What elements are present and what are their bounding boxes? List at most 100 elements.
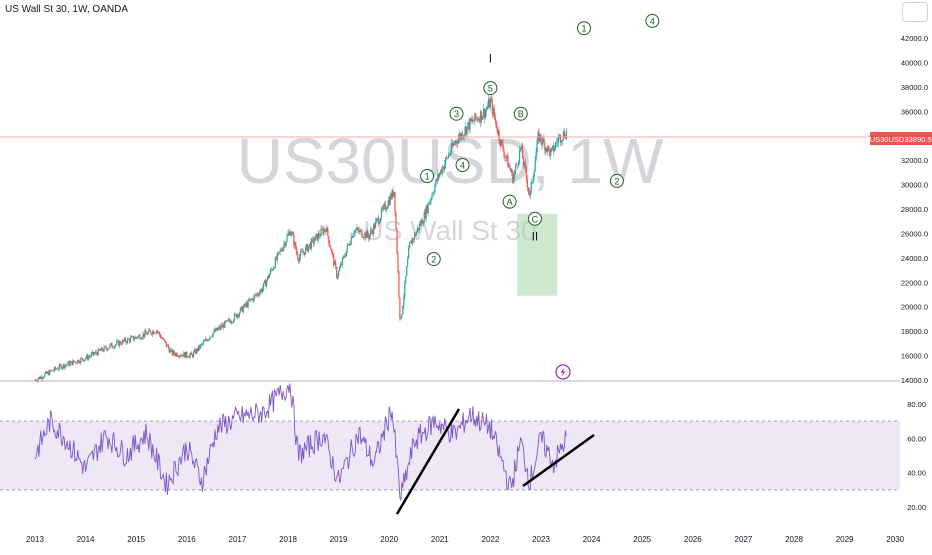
candle-body	[417, 227, 419, 230]
candle-body	[378, 221, 381, 224]
candle-body	[531, 182, 533, 183]
candle-body	[344, 256, 347, 257]
candle-body	[489, 98, 491, 108]
candle-body	[80, 358, 82, 363]
candle-body	[317, 233, 319, 241]
candle-body	[144, 330, 146, 337]
candle-body	[410, 240, 412, 243]
candle-body	[201, 343, 203, 345]
watermark: US30USD, 1W US Wall St 30	[237, 125, 664, 246]
candle-body	[264, 280, 266, 283]
candle-body	[133, 338, 135, 340]
candle-body	[209, 336, 211, 339]
candle-body	[358, 230, 360, 233]
candle-body	[329, 243, 331, 247]
candle-body	[480, 111, 482, 123]
candle-body	[215, 328, 217, 332]
candle-body	[520, 146, 523, 148]
candle-body	[180, 355, 182, 357]
price-candles	[34, 94, 567, 383]
candle-body	[562, 131, 564, 140]
candle-body	[499, 140, 501, 146]
price-tick-label: 16000.0	[901, 352, 928, 361]
candle-body	[385, 208, 387, 210]
price-axis[interactable]: 14000.0 16000.0 18000.0 20000.0 22000.0 24000…	[901, 34, 928, 385]
candle-body	[418, 223, 420, 230]
candle-body	[68, 361, 70, 366]
candle-body	[485, 109, 488, 112]
candle-body	[414, 233, 417, 236]
candle-body	[253, 295, 255, 301]
candle-body	[203, 340, 205, 342]
candle-body	[255, 294, 257, 296]
candle-body	[370, 230, 372, 235]
candle-body	[319, 236, 321, 237]
candle-body	[390, 195, 392, 199]
trend-lines[interactable]	[395, 408, 595, 515]
candle-body	[445, 157, 447, 165]
candle-body	[537, 132, 539, 141]
candle-body	[509, 165, 511, 169]
candle-body	[541, 141, 543, 145]
candle-body	[186, 351, 188, 357]
candle-body	[528, 190, 530, 196]
candle-body	[524, 162, 527, 169]
candle-body	[67, 361, 69, 365]
candle-body	[481, 111, 483, 120]
candle-body	[219, 326, 221, 329]
time-axis[interactable]: 2013 2014 2015 2016 2017 2018 2019 2020 2021 2022…	[26, 535, 905, 544]
candle-body	[220, 325, 222, 329]
candle-body	[170, 349, 172, 351]
candle-body	[310, 238, 312, 249]
candle-body	[289, 231, 291, 236]
candle-body	[59, 364, 61, 366]
candle-body	[60, 365, 62, 369]
candle-body	[461, 133, 463, 139]
candle-body	[316, 233, 318, 241]
trend-line-1[interactable]	[395, 408, 461, 515]
candle-body	[279, 249, 281, 252]
candle-body	[514, 171, 516, 177]
candle-body	[123, 338, 126, 341]
trend-line-2[interactable]	[522, 433, 595, 488]
candle-body	[259, 292, 261, 296]
candle-body	[423, 212, 425, 223]
candle-body	[467, 122, 469, 127]
candle-body	[84, 359, 86, 362]
candle-body	[106, 348, 108, 351]
candle-body	[476, 118, 478, 119]
candle-body	[204, 339, 206, 341]
candle-body	[534, 160, 536, 172]
candle-body	[355, 229, 357, 231]
candle-body	[149, 329, 151, 332]
candle-body	[315, 233, 317, 236]
time-tick-label: 2028	[785, 535, 803, 544]
candle-body	[187, 356, 189, 358]
candle-body	[35, 380, 37, 381]
candle-body	[392, 190, 394, 197]
candle-body	[393, 192, 395, 197]
candle-body	[185, 351, 187, 358]
candle-body	[408, 248, 410, 259]
candle-body	[488, 99, 491, 108]
candle-body	[536, 140, 538, 152]
candle-body	[452, 143, 455, 146]
lightning-icon[interactable]	[555, 364, 571, 380]
panel-toggle-button[interactable]	[902, 2, 928, 22]
candle-body	[159, 334, 162, 338]
candle-body	[37, 378, 39, 382]
wave-label-circle	[420, 169, 435, 184]
price-tick-label: 24000.0	[901, 254, 928, 263]
candle-body	[564, 137, 566, 139]
rsi-axis[interactable]: 20.00 40.00 60.00 80.00	[907, 400, 926, 512]
candle-body	[377, 218, 380, 224]
candle-body	[214, 329, 216, 332]
candle-body	[158, 332, 161, 335]
candle-body	[428, 203, 430, 205]
price-badge-ticker: US30USD	[870, 135, 905, 144]
candle-body	[114, 345, 116, 348]
candle-body	[500, 140, 502, 146]
candle-body	[297, 253, 299, 260]
